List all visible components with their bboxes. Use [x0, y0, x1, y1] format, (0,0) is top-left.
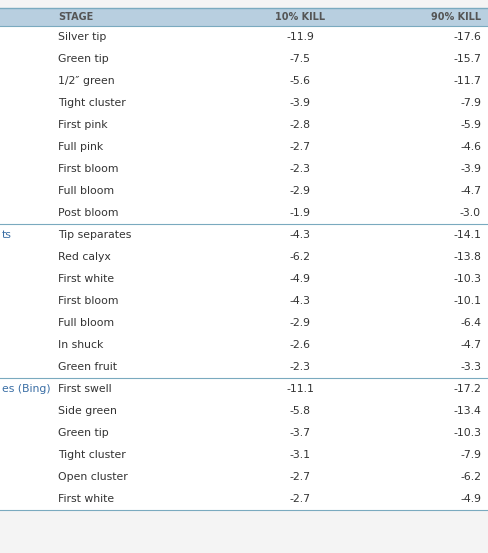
Bar	[0, 246, 488, 268]
Text: -1.9: -1.9	[289, 208, 310, 218]
Text: Post bloom: Post bloom	[58, 208, 118, 218]
Bar	[0, 224, 488, 246]
Text: -2.9: -2.9	[289, 186, 310, 196]
Text: First white: First white	[58, 274, 114, 284]
Text: -10.3: -10.3	[452, 274, 480, 284]
Text: Tight cluster: Tight cluster	[58, 98, 125, 108]
Text: Silver tip: Silver tip	[58, 32, 106, 42]
Text: First bloom: First bloom	[58, 164, 118, 174]
Text: ts: ts	[2, 230, 12, 240]
Text: -15.7: -15.7	[452, 54, 480, 64]
Text: -14.1: -14.1	[452, 230, 480, 240]
Bar	[0, 136, 488, 158]
Text: -10.1: -10.1	[452, 296, 480, 306]
Bar	[0, 466, 488, 488]
Text: -6.4: -6.4	[459, 318, 480, 328]
Bar	[0, 8, 488, 26]
Text: -7.9: -7.9	[459, 98, 480, 108]
Text: -4.9: -4.9	[289, 274, 310, 284]
Text: -11.9: -11.9	[285, 32, 313, 42]
Bar	[0, 158, 488, 180]
Text: -2.7: -2.7	[289, 494, 310, 504]
Text: es (Bing): es (Bing)	[2, 384, 51, 394]
Text: In shuck: In shuck	[58, 340, 103, 350]
Text: Tip separates: Tip separates	[58, 230, 131, 240]
Text: STAGE: STAGE	[58, 12, 93, 22]
Text: -4.7: -4.7	[459, 340, 480, 350]
Text: -4.9: -4.9	[459, 494, 480, 504]
Text: Full bloom: Full bloom	[58, 186, 114, 196]
Bar	[0, 488, 488, 510]
Text: -3.1: -3.1	[289, 450, 310, 460]
Text: Full pink: Full pink	[58, 142, 103, 152]
Text: -5.8: -5.8	[289, 406, 310, 416]
Text: -5.6: -5.6	[289, 76, 310, 86]
Bar	[0, 290, 488, 312]
Text: First swell: First swell	[58, 384, 111, 394]
Text: First bloom: First bloom	[58, 296, 118, 306]
Bar	[0, 378, 488, 400]
Text: -6.2: -6.2	[289, 252, 310, 262]
Text: -17.6: -17.6	[452, 32, 480, 42]
Text: -4.3: -4.3	[289, 296, 310, 306]
Bar	[0, 70, 488, 92]
Text: Full bloom: Full bloom	[58, 318, 114, 328]
Text: Green tip: Green tip	[58, 54, 108, 64]
Bar	[0, 48, 488, 70]
Text: 10% KILL: 10% KILL	[274, 12, 325, 22]
Bar	[0, 26, 488, 48]
Text: -6.2: -6.2	[459, 472, 480, 482]
Text: Green tip: Green tip	[58, 428, 108, 438]
Bar	[0, 114, 488, 136]
Text: First pink: First pink	[58, 120, 107, 130]
Text: -2.3: -2.3	[289, 362, 310, 372]
Bar	[0, 180, 488, 202]
Text: Red calyx: Red calyx	[58, 252, 110, 262]
Text: -7.9: -7.9	[459, 450, 480, 460]
Text: -4.3: -4.3	[289, 230, 310, 240]
Text: 90% KILL: 90% KILL	[430, 12, 480, 22]
Text: 1/2″ green: 1/2″ green	[58, 76, 114, 86]
Text: -13.4: -13.4	[452, 406, 480, 416]
Text: -2.3: -2.3	[289, 164, 310, 174]
Text: -2.9: -2.9	[289, 318, 310, 328]
Text: -3.0: -3.0	[459, 208, 480, 218]
Bar	[0, 422, 488, 444]
Bar	[0, 268, 488, 290]
Text: Side green: Side green	[58, 406, 117, 416]
Text: -3.9: -3.9	[459, 164, 480, 174]
Text: -3.9: -3.9	[289, 98, 310, 108]
Text: -2.7: -2.7	[289, 472, 310, 482]
Text: -5.9: -5.9	[459, 120, 480, 130]
Text: -4.6: -4.6	[459, 142, 480, 152]
Bar	[0, 312, 488, 334]
Text: Open cluster: Open cluster	[58, 472, 127, 482]
Bar	[0, 202, 488, 224]
Text: -3.7: -3.7	[289, 428, 310, 438]
Text: -2.7: -2.7	[289, 142, 310, 152]
Text: -10.3: -10.3	[452, 428, 480, 438]
Text: -13.8: -13.8	[452, 252, 480, 262]
Bar	[0, 334, 488, 356]
Text: First white: First white	[58, 494, 114, 504]
Bar	[0, 400, 488, 422]
Bar	[0, 356, 488, 378]
Bar	[0, 92, 488, 114]
Text: -3.3: -3.3	[459, 362, 480, 372]
Text: Green fruit: Green fruit	[58, 362, 117, 372]
Bar	[0, 444, 488, 466]
Text: -7.5: -7.5	[289, 54, 310, 64]
Text: -11.7: -11.7	[452, 76, 480, 86]
Text: -2.6: -2.6	[289, 340, 310, 350]
Text: -17.2: -17.2	[452, 384, 480, 394]
Text: -2.8: -2.8	[289, 120, 310, 130]
Text: Tight cluster: Tight cluster	[58, 450, 125, 460]
Text: -11.1: -11.1	[285, 384, 313, 394]
Text: -4.7: -4.7	[459, 186, 480, 196]
